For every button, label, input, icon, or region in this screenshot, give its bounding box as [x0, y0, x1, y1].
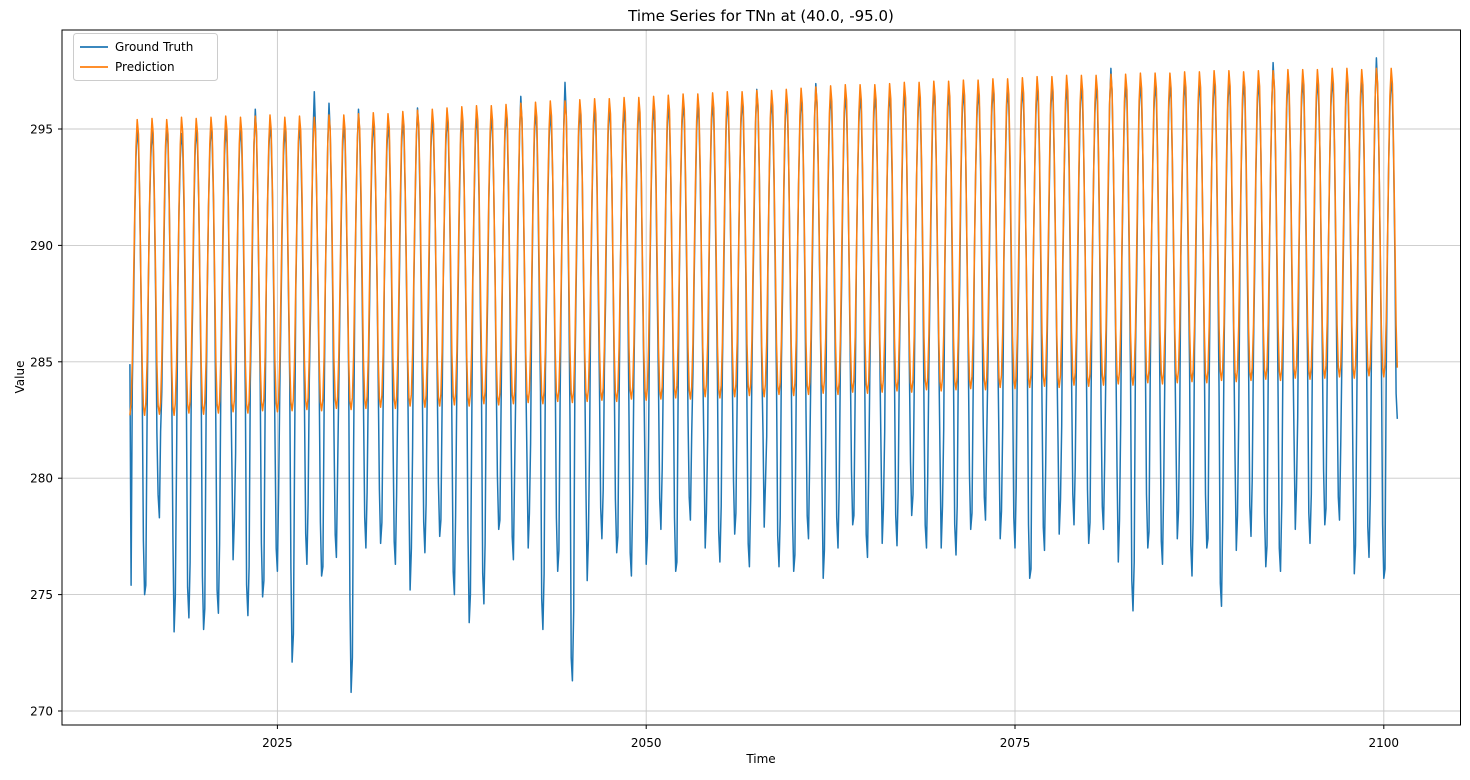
chart-title: Time Series for TNn at (40.0, -95.0)	[627, 7, 894, 25]
y-tick-label: 270	[30, 705, 53, 719]
axes: 2025 2050 2075 2100 270 275 280 285 290 295	[30, 29, 1461, 750]
x-tick-label: 2050	[631, 736, 662, 750]
y-tick-label: 280	[30, 472, 53, 486]
legend-label-prediction: Prediction	[115, 60, 175, 74]
x-tick-label: 2025	[262, 736, 293, 750]
y-tick-label: 285	[30, 355, 53, 369]
plot-border	[61, 29, 1461, 726]
x-tick-label: 2075	[1000, 736, 1031, 750]
x-axis-label: Time	[745, 752, 775, 766]
x-tick-label: 2100	[1369, 736, 1400, 750]
y-tick-label: 275	[30, 588, 53, 602]
y-tick-label: 290	[30, 239, 53, 253]
y-axis-label: Value	[13, 361, 27, 394]
y-tick-label: 295	[30, 123, 53, 137]
legend-label-ground-truth: Ground Truth	[115, 40, 193, 54]
legend-box	[73, 33, 218, 81]
legend: Ground Truth Prediction	[73, 33, 218, 81]
prediction-line	[129, 67, 1399, 417]
series-lines	[129, 57, 1399, 694]
